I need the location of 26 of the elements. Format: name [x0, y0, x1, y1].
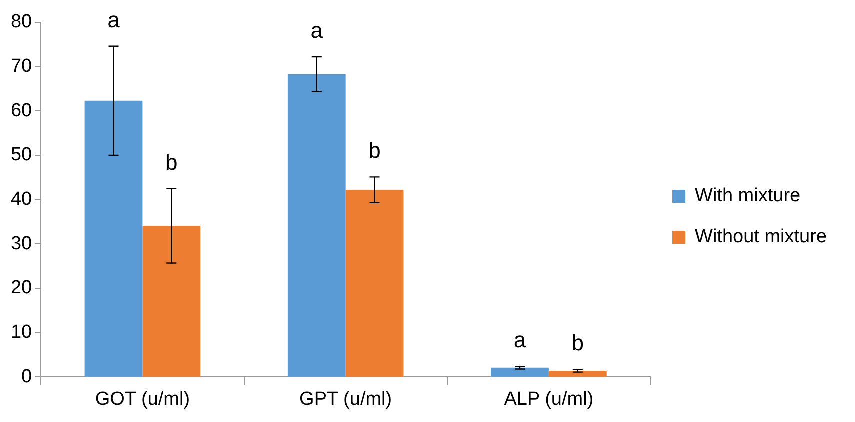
annotation: a [108, 7, 121, 32]
annotation: b [572, 330, 584, 356]
y-tick-label: 60 [10, 100, 32, 122]
annotation: a [310, 18, 324, 44]
annotation: b [368, 138, 381, 164]
y-tick-label: 50 [10, 144, 32, 166]
y-tick-label: 30 [10, 233, 32, 254]
bar [346, 190, 404, 377]
annotation: a [514, 328, 527, 353]
bar [84, 100, 143, 377]
bar [142, 226, 201, 377]
y-tick-label: 80 [10, 12, 32, 33]
y-tick-label: 70 [10, 56, 32, 77]
bar [491, 368, 549, 377]
bar [288, 74, 346, 377]
y-tick-label: 0 [22, 366, 32, 388]
annotation: b [166, 150, 178, 175]
y-tick-label: 40 [10, 189, 32, 210]
x-tick-label: GOT (u/ml) [95, 388, 190, 410]
x-tick-label: ALP (u/ml) [504, 388, 594, 410]
legend-label: With mixture [695, 186, 801, 207]
y-tick-label: 20 [10, 278, 32, 299]
bar [548, 370, 607, 377]
x-tick-label: GPT (u/ml) [300, 388, 392, 410]
y-tick-label: 10 [10, 322, 32, 344]
legend-label: Without mixture [695, 226, 828, 248]
